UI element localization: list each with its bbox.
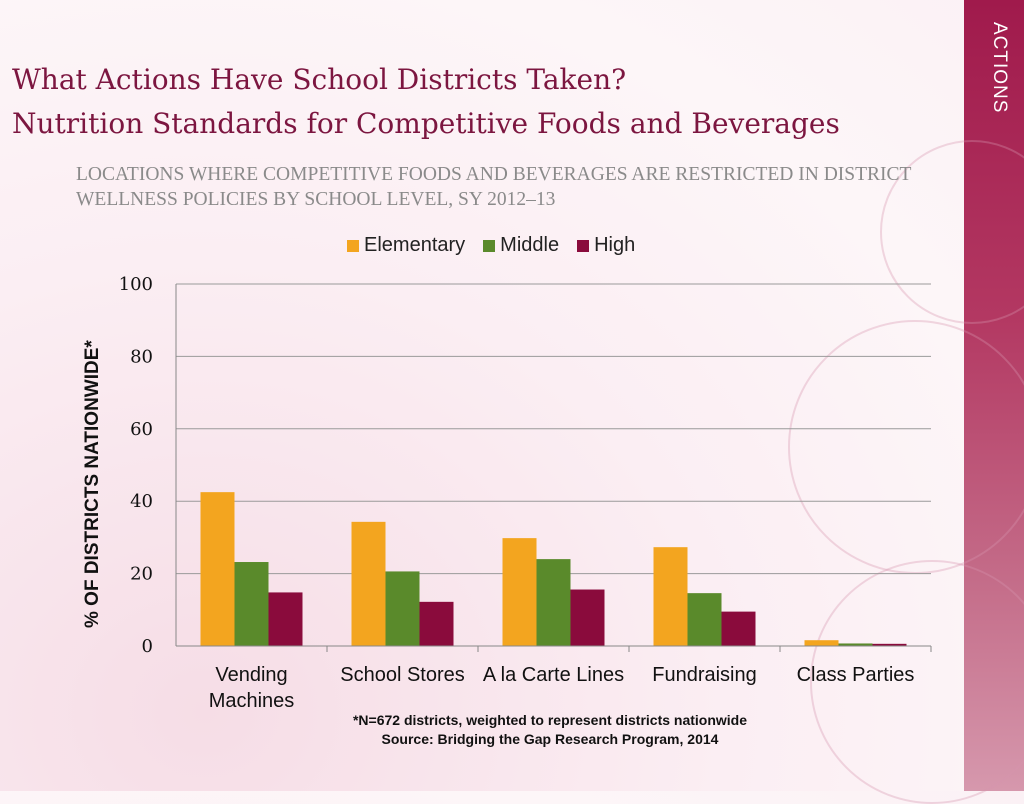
- legend-label-middle: Middle: [500, 234, 560, 256]
- x-axis: [175, 284, 932, 652]
- x-tick-label: Machines: [209, 690, 295, 712]
- legend-item-high: High: [577, 234, 635, 257]
- x-tick-label: School Stores: [340, 664, 465, 686]
- bar-middle: [234, 562, 269, 646]
- section-tab-label: ACTIONS: [989, 22, 1010, 114]
- bar-middle: [687, 593, 722, 646]
- y-tick-label: 0: [142, 636, 153, 657]
- page-title: What Actions Have School Districts Taken…: [12, 58, 840, 146]
- title-line-2: Nutrition Standards for Competitive Food…: [12, 107, 840, 140]
- footnote-note: *N=672 districts, weighted to represent …: [352, 712, 748, 728]
- title-line-1: What Actions Have School Districts Taken…: [12, 63, 627, 96]
- x-tick-label: Class Parties: [797, 664, 915, 686]
- bar-high: [570, 589, 605, 646]
- y-tick-label: 80: [130, 346, 153, 367]
- y-tick-labels: 0 20 40 60 80 100: [119, 274, 153, 657]
- chart-title: LOCATIONS WHERE COMPETITIVE FOODS AND BE…: [76, 164, 912, 210]
- y-tick-label: 100: [119, 274, 153, 295]
- bar-elementary: [653, 547, 688, 646]
- bar-high: [872, 643, 907, 646]
- gridlines: [176, 283, 931, 575]
- bar-elementary: [351, 521, 386, 646]
- footnote: *N=672 districts, weighted to represent …: [290, 711, 810, 749]
- bar-high: [268, 592, 303, 646]
- bar-middle: [536, 559, 571, 646]
- legend-swatch-high: [577, 239, 590, 252]
- legend-label-high: High: [594, 234, 636, 256]
- bar-high: [419, 601, 454, 646]
- bars: [200, 492, 907, 646]
- bar-high: [721, 611, 756, 646]
- bar-middle: [385, 571, 420, 646]
- footnote-source: Source: Bridging the Gap Research Progra…: [381, 731, 719, 747]
- bar-elementary: [200, 492, 235, 646]
- legend-label-elementary: Elementary: [364, 234, 466, 256]
- legend-swatch-middle: [483, 239, 496, 252]
- bar-elementary: [804, 640, 839, 646]
- legend-item-middle: Middle: [483, 234, 559, 257]
- x-tick-label: Vending: [215, 664, 287, 686]
- bar-elementary: [502, 538, 537, 646]
- chart-legend: Elementary Middle High: [347, 234, 635, 257]
- y-tick-label: 20: [130, 564, 153, 585]
- x-tick-label: A la Carte Lines: [483, 664, 624, 686]
- y-tick-label: 40: [130, 491, 153, 512]
- bar-middle: [838, 643, 873, 646]
- x-tick-label: Fundraising: [652, 664, 757, 686]
- x-tick-labels: Vending Machines School Stores A la Carte L…: [209, 664, 915, 712]
- y-tick-label: 60: [130, 419, 153, 440]
- legend-swatch-elementary: [347, 239, 359, 252]
- legend-item-elementary: Elementary: [347, 234, 465, 257]
